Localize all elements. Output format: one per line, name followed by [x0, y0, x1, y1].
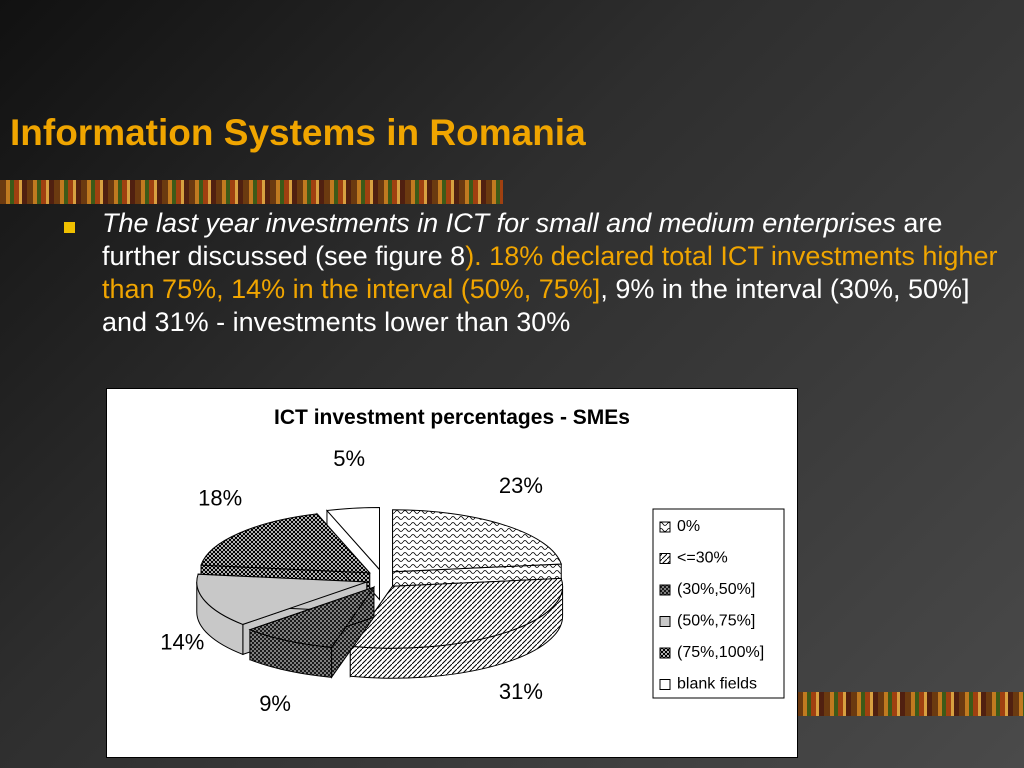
text: ). 18% declared total ICT investments hi…	[102, 241, 998, 304]
legend-swatch	[659, 647, 671, 659]
legend-box	[652, 508, 785, 699]
pie-slice	[349, 577, 564, 679]
slice-top	[349, 577, 564, 649]
slide-title: Information Systems in Romania	[10, 112, 586, 153]
data-label: 18%	[198, 485, 242, 510]
legend-label: (30%,50%]	[677, 581, 755, 598]
chart-box: ICT investment percentages - SMEs 23% 31%…	[106, 388, 798, 758]
data-label: 5%	[333, 446, 365, 471]
pie-slice	[248, 585, 376, 679]
text: , 9% in the interval (30%, 50%] and 31% …	[102, 274, 970, 337]
decor-band	[0, 180, 503, 204]
legend-label: <=30%	[677, 550, 728, 567]
text: are further discussed (see figure 8	[102, 208, 943, 271]
legend-label: 0%	[677, 518, 700, 535]
data-label: 23%	[499, 473, 543, 498]
legend-swatch	[659, 584, 671, 596]
slice-top	[325, 507, 380, 571]
text: The last year investments in ICT for sma…	[102, 208, 896, 238]
legend-label: (75%,100%]	[677, 644, 764, 661]
data-label: 9%	[259, 691, 291, 716]
legend-swatch	[659, 553, 671, 564]
slice-top	[392, 509, 562, 573]
slice-top	[196, 573, 367, 625]
legend-swatch	[659, 521, 671, 533]
data-label: 14%	[160, 629, 204, 654]
legend-swatch	[659, 616, 671, 627]
legend-label: (50%,75%]	[677, 613, 755, 630]
chart: ICT investment percentages - SMEs 23% 31%…	[160, 406, 785, 716]
slice-top	[200, 513, 371, 574]
legend-swatch	[659, 679, 671, 690]
bullet-marker	[64, 222, 75, 233]
bullet-text: The last year investments in ICT for sma…	[102, 207, 1017, 339]
legend-label: blank fields	[677, 676, 757, 693]
chart-title: ICT investment percentages - SMEs	[274, 406, 630, 429]
decor-band	[797, 692, 1024, 716]
data-label: 31%	[499, 679, 543, 704]
slice-top	[248, 586, 376, 648]
